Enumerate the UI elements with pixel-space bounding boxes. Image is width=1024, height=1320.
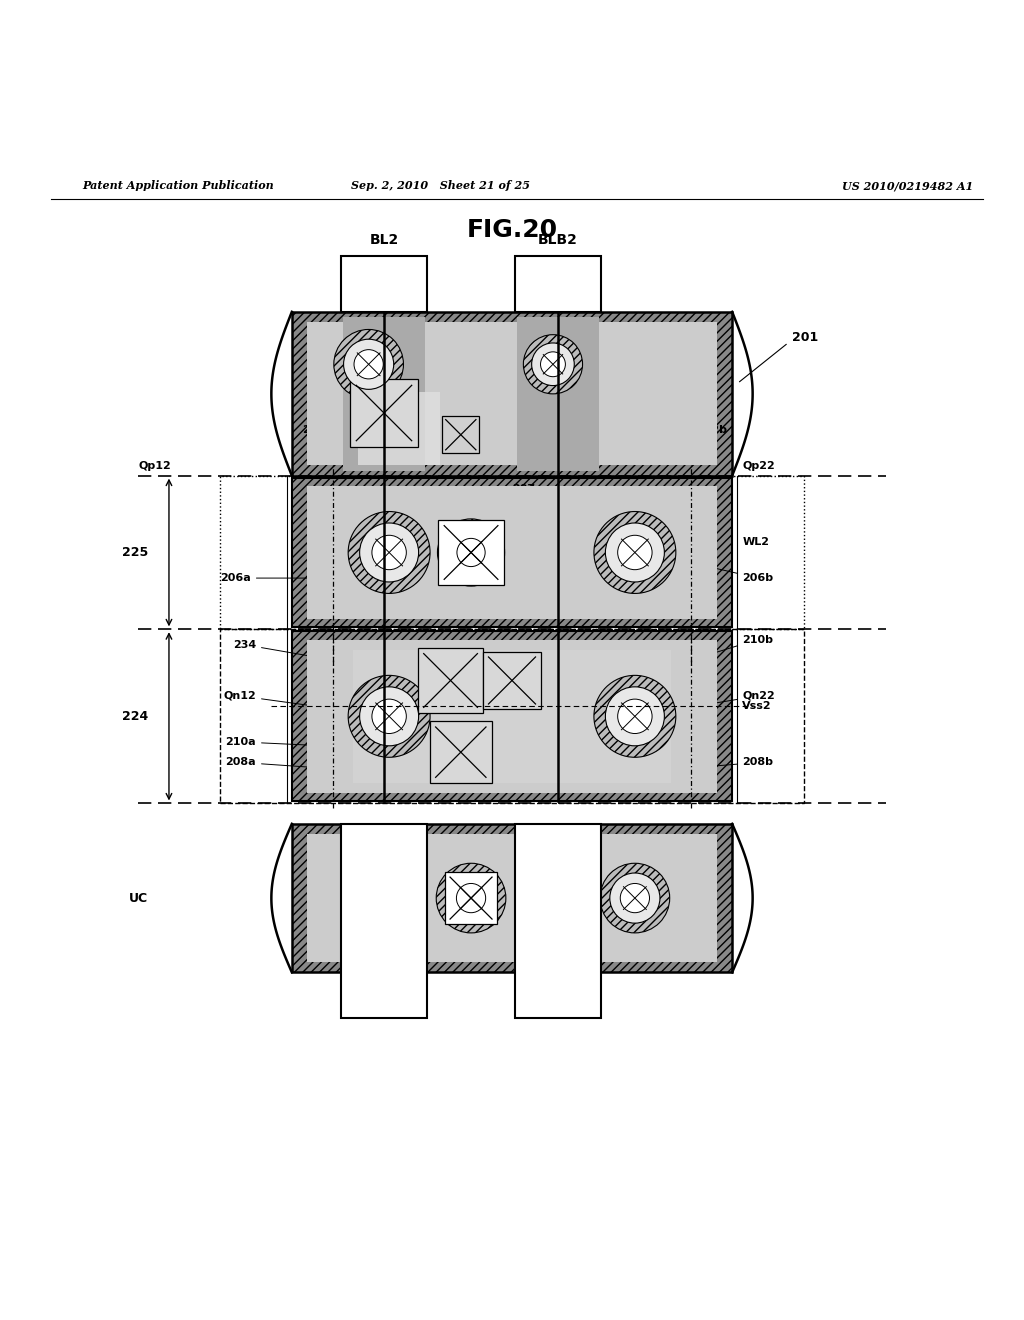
Bar [515, 824, 601, 1019]
Text: 207: 207 [512, 484, 536, 494]
Text: 202a: 202a [302, 425, 333, 434]
Bar [445, 873, 497, 924]
Circle shape [594, 676, 676, 758]
Circle shape [617, 536, 652, 570]
Circle shape [348, 676, 430, 758]
Text: BLB2: BLB2 [539, 234, 578, 247]
Text: 210b: 210b [695, 635, 773, 660]
Bar [307, 639, 717, 793]
Bar [307, 322, 379, 466]
Circle shape [446, 528, 496, 577]
Circle shape [523, 335, 583, 393]
Circle shape [372, 700, 407, 734]
Circle shape [359, 523, 419, 582]
Circle shape [375, 883, 403, 912]
Circle shape [348, 512, 430, 594]
Bar [442, 416, 479, 453]
Text: 208b: 208b [639, 758, 773, 774]
Bar [483, 652, 541, 709]
Bar [292, 824, 732, 973]
Bar [292, 312, 732, 475]
Bar [307, 834, 717, 962]
Circle shape [621, 883, 649, 912]
Bar [350, 379, 418, 446]
Text: Sep. 2, 2010   Sheet 21 of 25: Sep. 2, 2010 Sheet 21 of 25 [351, 181, 529, 191]
Text: 225: 225 [122, 546, 148, 558]
Bar [430, 722, 492, 783]
Circle shape [359, 686, 419, 746]
Circle shape [617, 700, 652, 734]
Circle shape [600, 863, 670, 933]
Text: Qn12: Qn12 [223, 690, 385, 717]
Text: Patent Application Publication: Patent Application Publication [82, 181, 273, 191]
Text: 206a: 206a [220, 573, 329, 583]
Bar [358, 392, 440, 466]
Bar [418, 648, 483, 713]
Text: Qp12: Qp12 [138, 461, 171, 470]
Circle shape [605, 523, 665, 582]
Text: 234: 234 [232, 640, 329, 661]
Bar [292, 478, 732, 627]
Text: FIG.20: FIG.20 [467, 218, 557, 242]
Circle shape [334, 330, 403, 399]
Text: WL2: WL2 [742, 537, 769, 548]
Circle shape [541, 352, 565, 376]
Circle shape [344, 339, 393, 389]
Bar [220, 475, 804, 630]
Text: 208a: 208a [225, 758, 385, 775]
Circle shape [610, 873, 659, 923]
Bar [517, 317, 599, 470]
Text: 210a: 210a [225, 737, 457, 754]
Circle shape [446, 873, 496, 923]
Circle shape [365, 873, 414, 923]
Bar [353, 649, 671, 783]
Bar [341, 256, 427, 312]
Circle shape [457, 883, 485, 912]
Text: 206b: 206b [695, 562, 773, 583]
Circle shape [372, 536, 407, 570]
Text: 202b: 202b [696, 425, 727, 434]
Circle shape [457, 539, 485, 566]
Bar [515, 256, 601, 312]
Bar [307, 486, 717, 619]
Text: BL2: BL2 [370, 234, 398, 247]
Text: UC: UC [129, 891, 148, 904]
Text: Qp22: Qp22 [742, 461, 775, 470]
Text: Qn22: Qn22 [639, 690, 775, 717]
Circle shape [437, 519, 505, 586]
Circle shape [436, 863, 506, 933]
Circle shape [354, 350, 383, 379]
Bar [343, 317, 425, 470]
Bar [220, 630, 804, 804]
Text: Vss2: Vss2 [742, 701, 772, 711]
Circle shape [354, 863, 424, 933]
Bar [389, 322, 717, 466]
Bar [438, 520, 504, 585]
Circle shape [605, 686, 665, 746]
Bar [341, 824, 427, 1019]
Circle shape [594, 512, 676, 594]
Text: 224: 224 [122, 710, 148, 723]
Circle shape [531, 343, 574, 385]
Text: 201: 201 [792, 331, 818, 345]
Bar [292, 631, 732, 801]
Text: US 2010/0219482 A1: US 2010/0219482 A1 [842, 181, 973, 191]
